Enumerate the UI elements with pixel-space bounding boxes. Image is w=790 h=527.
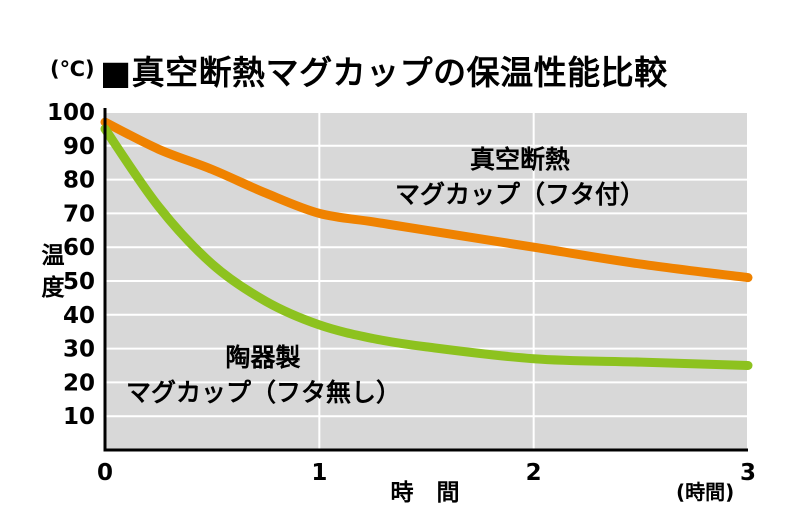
y-tick-label: 10 <box>63 404 95 430</box>
y-tick-label: 60 <box>63 235 95 261</box>
y-tick-label: 30 <box>63 337 95 363</box>
chart-title: ■真空断熱マグカップの保温性能比較 <box>100 53 668 92</box>
y-axis-title: 温度 <box>37 243 63 307</box>
x-tick-label: 0 <box>97 460 113 486</box>
y-tick-label: 100 <box>47 100 95 126</box>
y-tick-label: 20 <box>63 370 95 396</box>
y-tick-label: 50 <box>63 269 95 295</box>
x-tick-label: 2 <box>526 460 542 486</box>
y-tick-label: 90 <box>63 134 95 160</box>
series-label-vacuum-mug: 真空断熱 マグカップ（フタ付） <box>378 143 662 212</box>
y-tick-label: 80 <box>63 168 95 194</box>
series-label-ceramic-mug: 陶器製 マグカップ（フタ無し） <box>126 341 402 410</box>
y-axis-unit-label: (℃) <box>50 57 95 81</box>
series-line-0 <box>100 117 753 283</box>
x-tick-label: 3 <box>740 460 756 486</box>
x-tick-label: 1 <box>311 460 327 486</box>
x-axis-title: 時 間 <box>390 480 460 506</box>
series-label-vacuum-line2: マグカップ（フタ付） <box>394 179 645 209</box>
y-tick-label: 40 <box>63 303 95 329</box>
series-line-1 <box>100 124 753 370</box>
series-label-vacuum-line1: 真空断熱 <box>469 145 570 174</box>
series-label-ceramic-line2: マグカップ（フタ無し） <box>126 377 402 407</box>
x-axis-unit: (時間) <box>676 480 735 504</box>
series-label-ceramic-line1: 陶器製 <box>225 343 301 372</box>
y-tick-label: 70 <box>63 201 95 227</box>
